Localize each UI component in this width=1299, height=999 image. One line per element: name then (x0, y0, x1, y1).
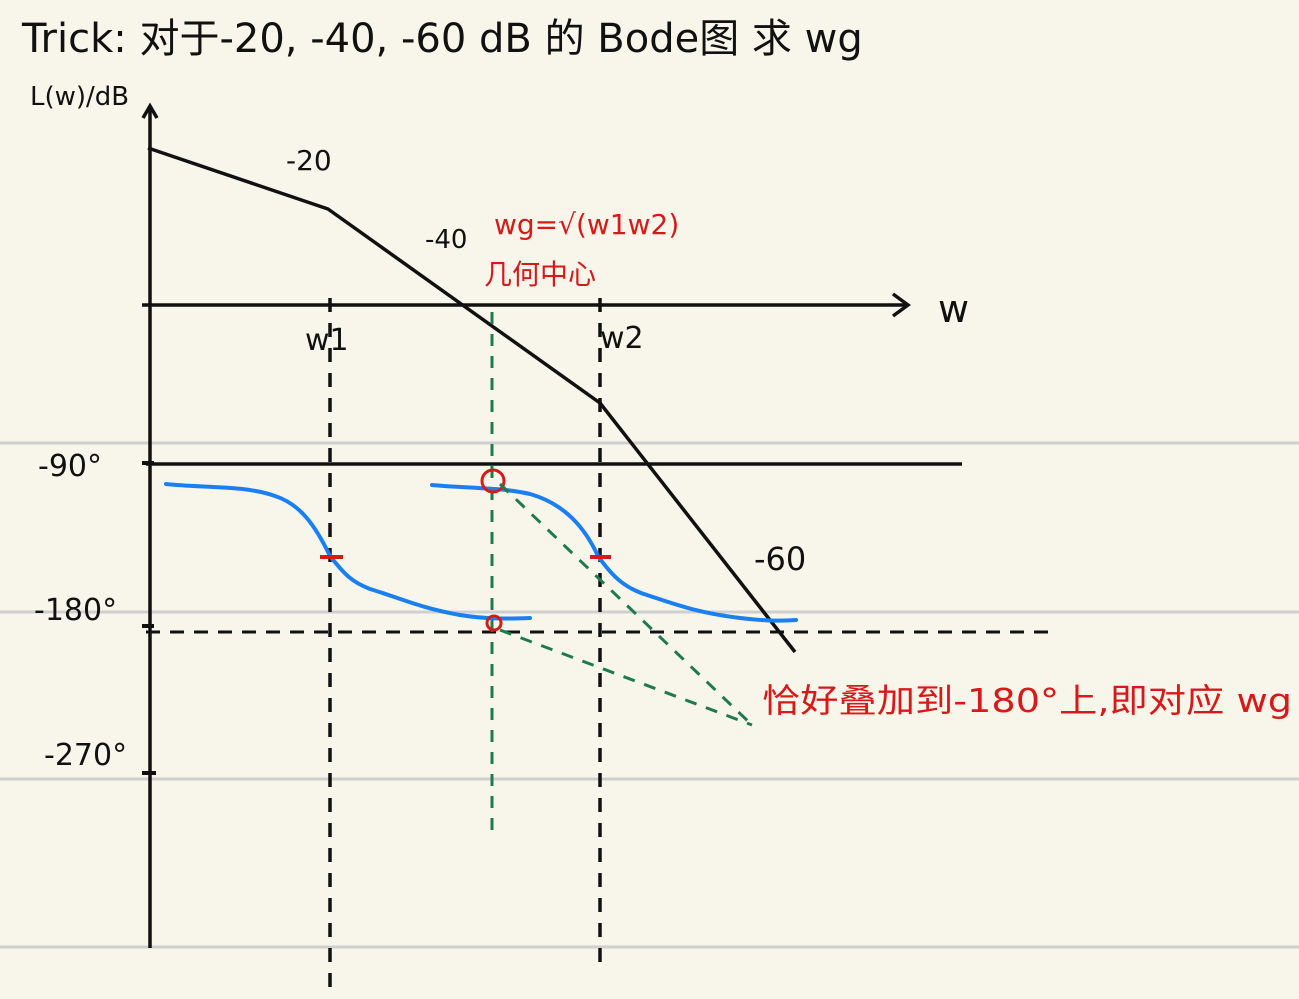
slope-label-first: -20 (286, 144, 332, 177)
frequency-axis (142, 292, 911, 318)
page-title: Trick: 对于-20, -40, -60 dB 的 Bode图 求 wg (21, 16, 863, 62)
ruled-lines (0, 441, 1299, 949)
phase-tick-label-180: -180° (34, 593, 117, 628)
w2-label: w2 (600, 321, 644, 356)
phase-curve-second (430, 483, 798, 623)
magnitude-asymptote (147, 146, 797, 654)
pointer-lines (498, 482, 754, 727)
phase-tick-label-270: -270° (44, 738, 127, 773)
corner-frequency-guides (328, 298, 602, 990)
wg-note: 几何中心 (484, 258, 596, 291)
slope-label-second: -40 (425, 225, 467, 255)
y-axis-label: L(w)/dB (30, 82, 129, 112)
phase-tick-label-90: -90° (38, 449, 102, 484)
phase-curve-first (164, 482, 532, 621)
phase-ticks (142, 461, 156, 775)
bottom-note: 恰好叠加到-180°上,即对应 wg (762, 681, 1292, 720)
x-axis-label: w (938, 287, 969, 331)
wg-point-bottom (485, 614, 503, 632)
wg-formula: wg=√(w1w2) (494, 208, 679, 241)
vertical-axis (141, 102, 159, 948)
wg-point-top (480, 468, 506, 494)
w1-label: w1 (305, 323, 349, 358)
slope-label-third: -60 (754, 540, 806, 578)
